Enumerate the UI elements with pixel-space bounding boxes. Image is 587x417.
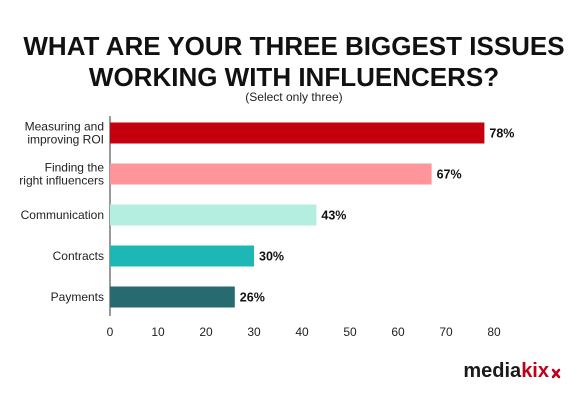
chart-title-line: WORKING WITH INFLUENCERS? bbox=[89, 62, 499, 92]
x-tick-label: 50 bbox=[343, 325, 357, 339]
x-axis-ticks: 0 10 20 30 40 50 60 70 80 bbox=[107, 325, 501, 339]
x-tick-label: 60 bbox=[391, 325, 405, 339]
data-label: 78% bbox=[489, 127, 514, 141]
data-label: 26% bbox=[240, 291, 265, 305]
bars bbox=[110, 122, 485, 308]
x-tick-label: 30 bbox=[247, 325, 261, 339]
x-tick-label: 20 bbox=[199, 325, 213, 339]
data-labels: 78% 67% 43% 30% 26% bbox=[240, 127, 515, 305]
category-label: Payments bbox=[51, 290, 104, 304]
category-label: Contracts bbox=[53, 249, 104, 263]
logo-text-accent: kix bbox=[521, 360, 549, 382]
category-label: improving ROI bbox=[27, 133, 104, 147]
data-label: 30% bbox=[259, 250, 284, 264]
chart-title: WHAT ARE YOUR THREE BIGGEST ISSUESWORKIN… bbox=[23, 31, 564, 92]
bar bbox=[110, 204, 317, 226]
category-label: Finding the bbox=[45, 161, 105, 175]
bar bbox=[110, 122, 485, 144]
x-tick-label: 10 bbox=[151, 325, 165, 339]
chart-title-line: WHAT ARE YOUR THREE BIGGEST ISSUES bbox=[23, 31, 564, 61]
mediakix-logo: mediakix bbox=[463, 360, 561, 382]
x-tick-label: 80 bbox=[487, 325, 501, 339]
bar bbox=[110, 163, 432, 185]
bar bbox=[110, 286, 235, 308]
x-tick-label: 70 bbox=[439, 325, 453, 339]
data-label: 67% bbox=[437, 168, 462, 182]
category-label: Communication bbox=[21, 208, 104, 222]
svg-text:mediakix: mediakix bbox=[463, 360, 549, 382]
logo-text-main: media bbox=[463, 360, 522, 382]
x-tick-label: 40 bbox=[295, 325, 309, 339]
logo-x-mark bbox=[551, 368, 561, 379]
data-label: 43% bbox=[321, 209, 346, 223]
category-label: right influencers bbox=[19, 174, 104, 188]
category-label: Measuring and bbox=[25, 120, 104, 134]
bar bbox=[110, 245, 254, 267]
x-tick-label: 0 bbox=[107, 325, 114, 339]
chart-subtitle: (Select only three) bbox=[245, 90, 342, 104]
